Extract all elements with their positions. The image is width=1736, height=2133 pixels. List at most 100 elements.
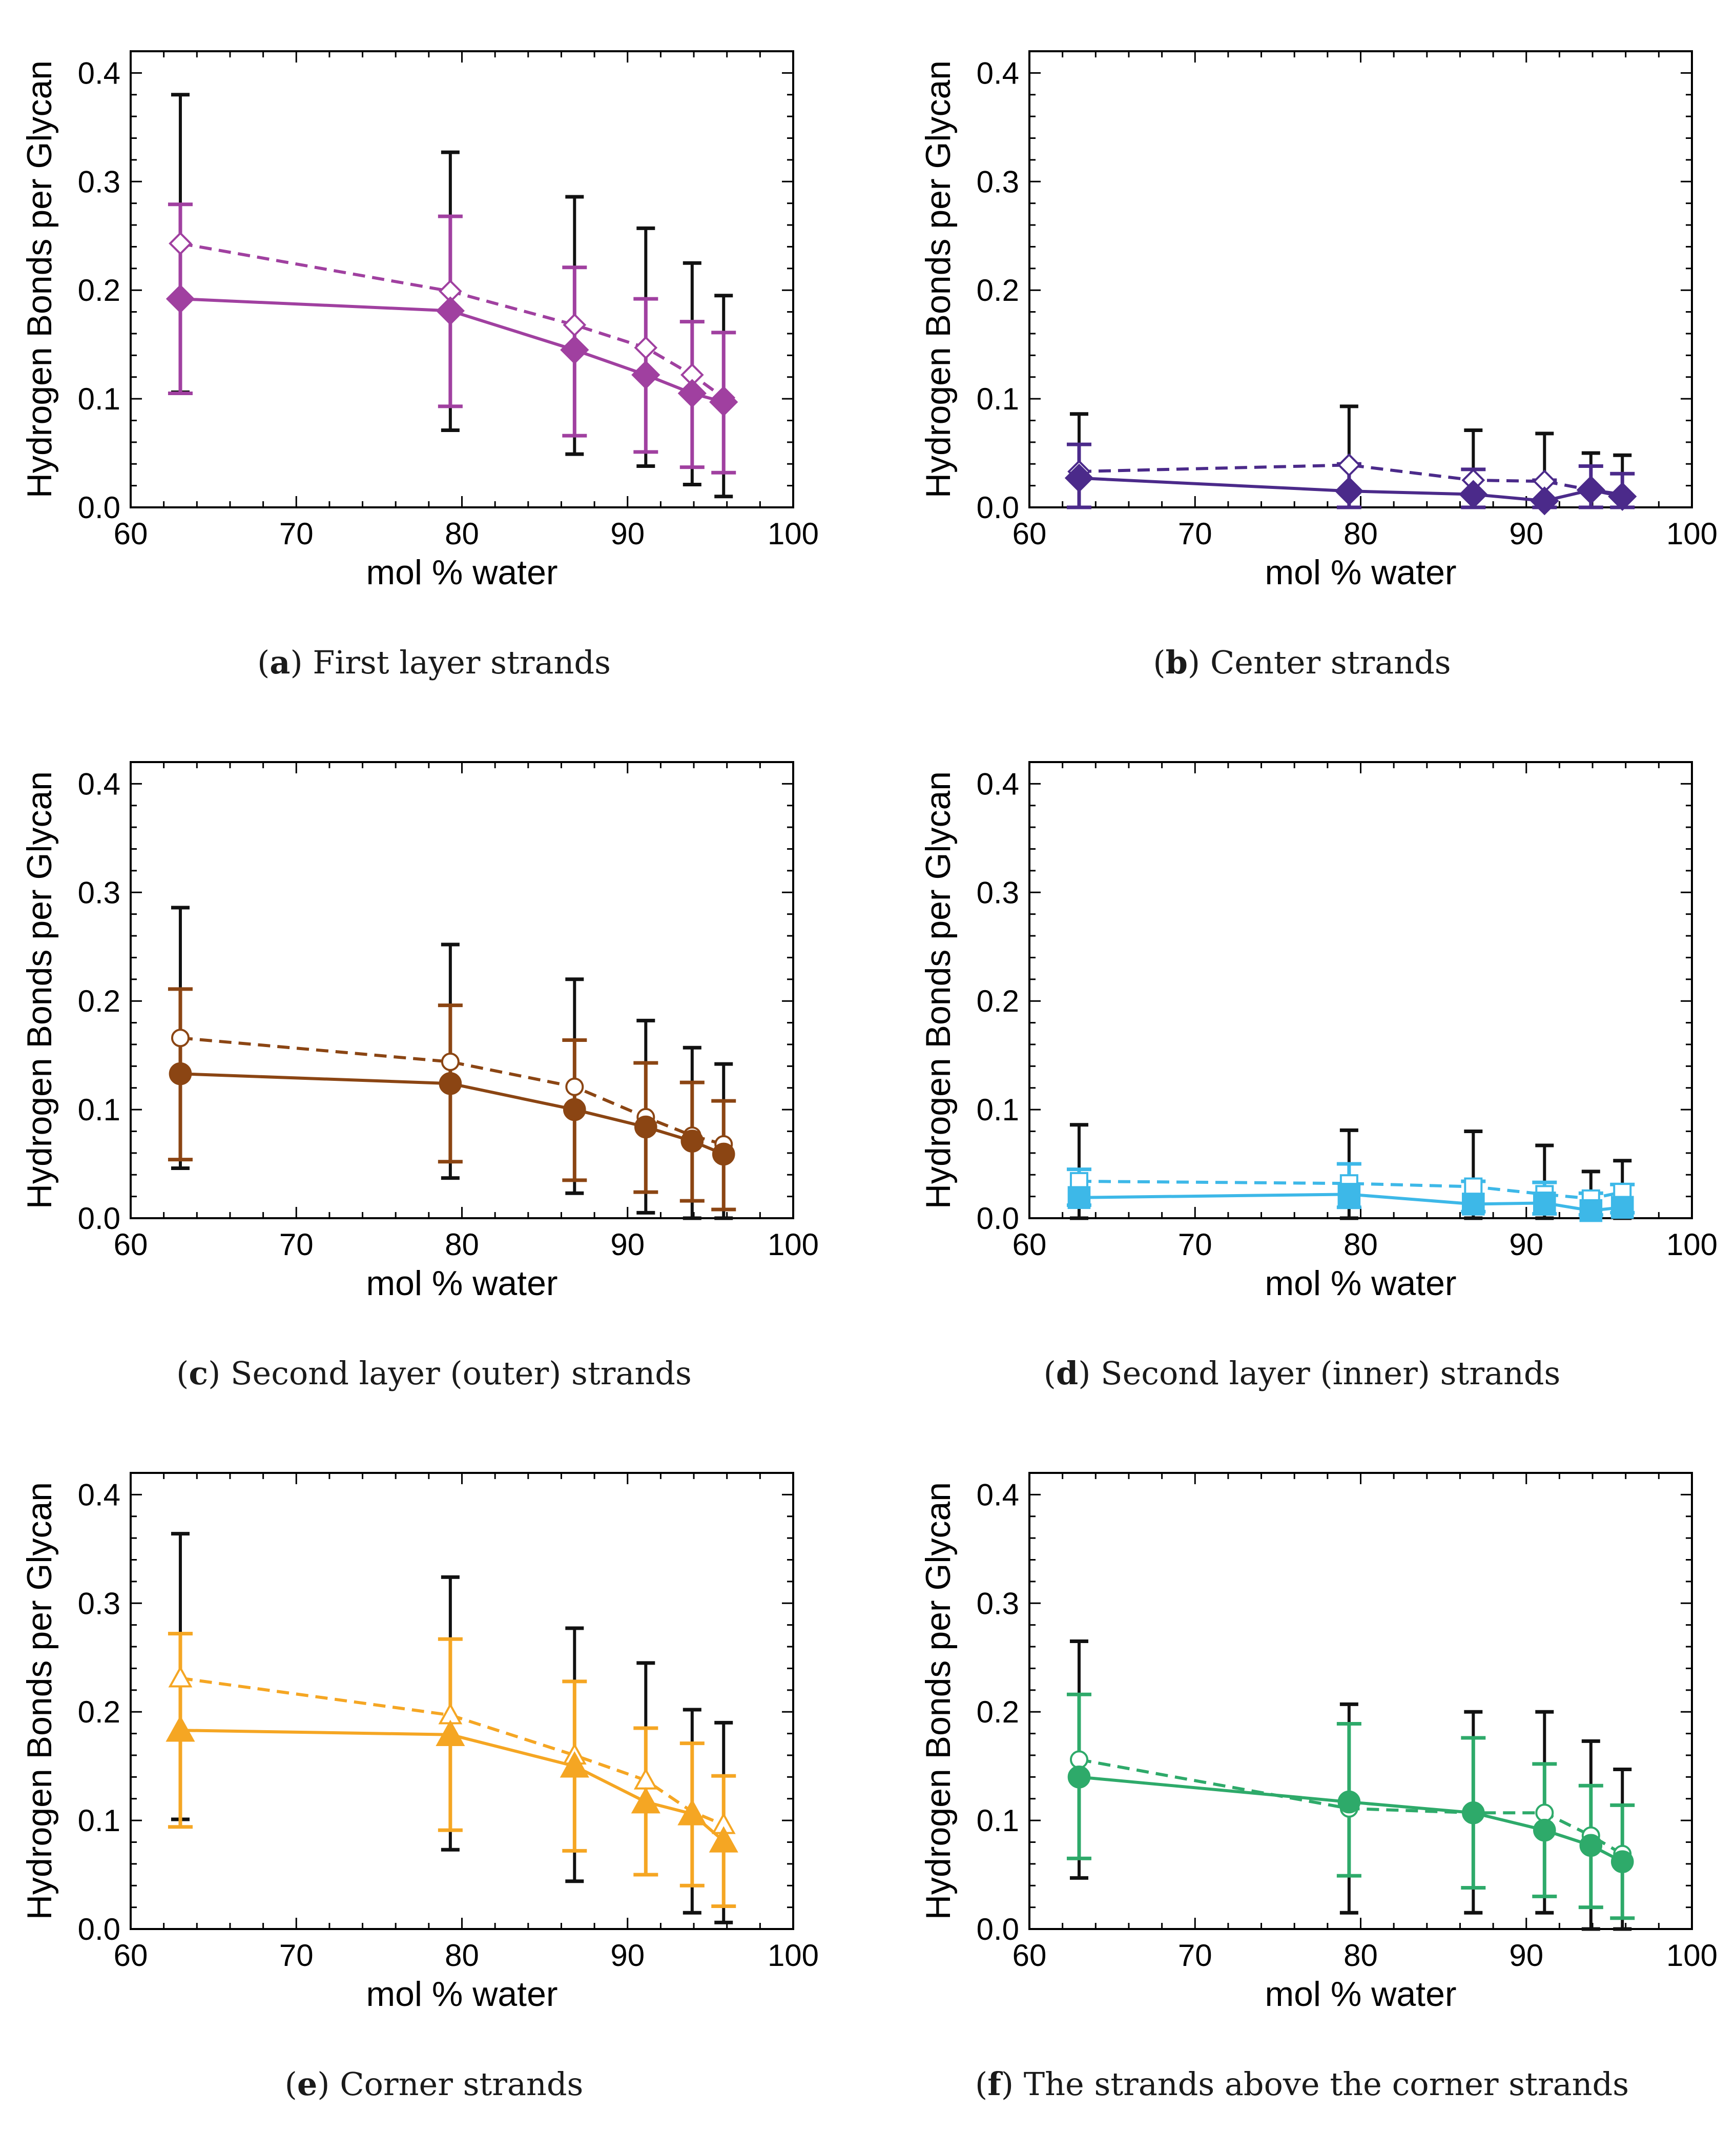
caption-letter: f [987, 2065, 1001, 2103]
x-tick-label: 60 [114, 1227, 148, 1262]
x-tick-label: 60 [114, 1938, 148, 1973]
x-axis-label: mol % water [366, 553, 557, 592]
y-tick-label: 0.3 [977, 875, 1019, 910]
y-axis-label: Hydrogen Bonds per Glycan [20, 1482, 59, 1920]
y-tick-label: 0.1 [78, 1803, 120, 1838]
data-point-solid [169, 1062, 192, 1085]
chart-f: 60 70 80 90 100 0.0 0.1 0.2 0.3 0.4 mol % water Hyd… [919, 1472, 1718, 2014]
x-tick-label: 70 [1178, 1938, 1212, 1973]
x-axis-label: mol % water [1265, 1975, 1456, 2014]
x-tick-label: 90 [610, 517, 645, 551]
data-point-solid [631, 360, 660, 389]
x-tick-label: 70 [279, 1227, 314, 1262]
y-tick-label: 0.0 [977, 490, 1019, 525]
caption-letter: c [189, 1355, 209, 1392]
y-tick-label: 0.0 [78, 1912, 120, 1946]
data-point-solid [1610, 1850, 1634, 1873]
y-tick-label: 0.2 [78, 273, 120, 307]
data-point-solid [1533, 1192, 1556, 1215]
y-axis-label: Hydrogen Bonds per Glycan [20, 771, 59, 1209]
data-point-solid [1337, 1183, 1361, 1206]
y-tick-label: 0.0 [977, 1201, 1019, 1236]
y-tick-label: 0.4 [977, 767, 1019, 801]
x-axis-label: mol % water [366, 1975, 557, 2014]
data-point-solid [1334, 477, 1363, 506]
data-point-solid [677, 379, 707, 408]
y-tick-label: 0.0 [977, 1912, 1019, 1946]
y-tick-label: 0.4 [78, 767, 120, 801]
caption-letter: a [270, 644, 291, 681]
y-tick-label: 0.1 [78, 382, 120, 416]
data-point-solid [1533, 1818, 1556, 1842]
x-axis-label: mol % water [1265, 553, 1456, 592]
y-tick-label: 0.4 [977, 1478, 1019, 1512]
data-point-dashed [1337, 453, 1361, 477]
x-tick-label: 60 [114, 517, 148, 551]
data-point-solid [1462, 1801, 1485, 1824]
chart-a: 60 70 80 90 100 0.0 0.1 0.2 0.3 0.4 mol % water Hyd… [20, 50, 819, 592]
x-tick-label: 70 [279, 1938, 314, 1973]
caption-text: Second layer (outer) strands [231, 1355, 692, 1392]
y-axis-label: Hydrogen Bonds per Glycan [20, 60, 59, 498]
data-point-dashed [168, 1666, 193, 1688]
chart-d: 60 70 80 90 100 0.0 0.1 0.2 0.3 0.4 mol % water Hyd… [919, 761, 1718, 1303]
y-axis-label: Hydrogen Bonds per Glycan [919, 1482, 958, 1920]
data-point-dashed [563, 313, 587, 337]
y-tick-label: 0.4 [977, 56, 1019, 90]
y-tick-label: 0.4 [78, 1478, 120, 1512]
y-tick-label: 0.2 [977, 273, 1019, 307]
data-point-dashed [169, 232, 192, 255]
x-tick-label: 100 [768, 1938, 819, 1973]
x-tick-label: 100 [768, 517, 819, 551]
data-point-solid [1462, 1193, 1485, 1216]
data-point-dashed [171, 1029, 190, 1048]
chart-e: 60 70 80 90 100 0.0 0.1 0.2 0.3 0.4 mol % water Hyd… [20, 1472, 819, 2014]
y-tick-label: 0.3 [78, 1586, 120, 1621]
x-tick-label: 80 [1344, 517, 1378, 551]
data-point-solid [712, 1142, 735, 1166]
y-tick-label: 0.3 [78, 875, 120, 910]
data-point-solid [677, 1799, 707, 1826]
caption-text: Center strands [1210, 644, 1451, 681]
x-tick-label: 80 [445, 1938, 479, 1973]
data-point-solid [709, 1826, 738, 1853]
caption-text: First layer strands [313, 644, 611, 681]
caption-f: (f) The strands above the corner strands [975, 2065, 1629, 2103]
data-point-solid [1067, 1186, 1091, 1209]
data-point-solid [680, 1130, 704, 1153]
y-tick-label: 0.3 [977, 165, 1019, 199]
plot-frame [1028, 50, 1693, 508]
series-line-dashed [1079, 463, 1623, 496]
data-point-solid [166, 284, 195, 314]
x-tick-label: 90 [1509, 1227, 1543, 1262]
caption-letter: b [1165, 644, 1188, 681]
x-tick-label: 60 [1012, 1227, 1047, 1262]
x-tick-label: 60 [1012, 1938, 1047, 1973]
data-point-solid [436, 296, 465, 325]
y-axis-label: Hydrogen Bonds per Glycan [919, 60, 958, 498]
x-tick-label: 70 [1178, 1227, 1212, 1262]
y-tick-label: 0.1 [78, 1093, 120, 1127]
x-tick-label: 100 [1666, 1938, 1718, 1973]
caption-text: The strands above the corner strands [1023, 2065, 1629, 2103]
x-tick-label: 70 [1178, 517, 1212, 551]
data-point-solid [563, 1098, 586, 1121]
x-tick-label: 90 [610, 1227, 645, 1262]
caption-b: (b) Center strands [1153, 644, 1451, 681]
caption-d: (d) Second layer (inner) strands [1043, 1355, 1561, 1392]
data-point-solid [1610, 1196, 1634, 1219]
y-tick-label: 0.0 [78, 1201, 120, 1236]
y-tick-label: 0.2 [977, 984, 1019, 1018]
caption-a: (a) First layer strands [257, 644, 611, 681]
y-axis-label: Hydrogen Bonds per Glycan [919, 771, 958, 1209]
data-point-solid [1459, 480, 1488, 509]
chart-b: 60 70 80 90 100 0.0 0.1 0.2 0.3 0.4 mol % water Hyd… [919, 50, 1718, 592]
data-point-solid [1530, 486, 1559, 516]
caption-e: (e) Corner strands [284, 2065, 584, 2103]
y-tick-label: 0.2 [78, 984, 120, 1018]
caption-letter: d [1056, 1355, 1079, 1392]
x-axis-label: mol % water [366, 1264, 557, 1303]
data-point-solid [436, 1719, 465, 1746]
